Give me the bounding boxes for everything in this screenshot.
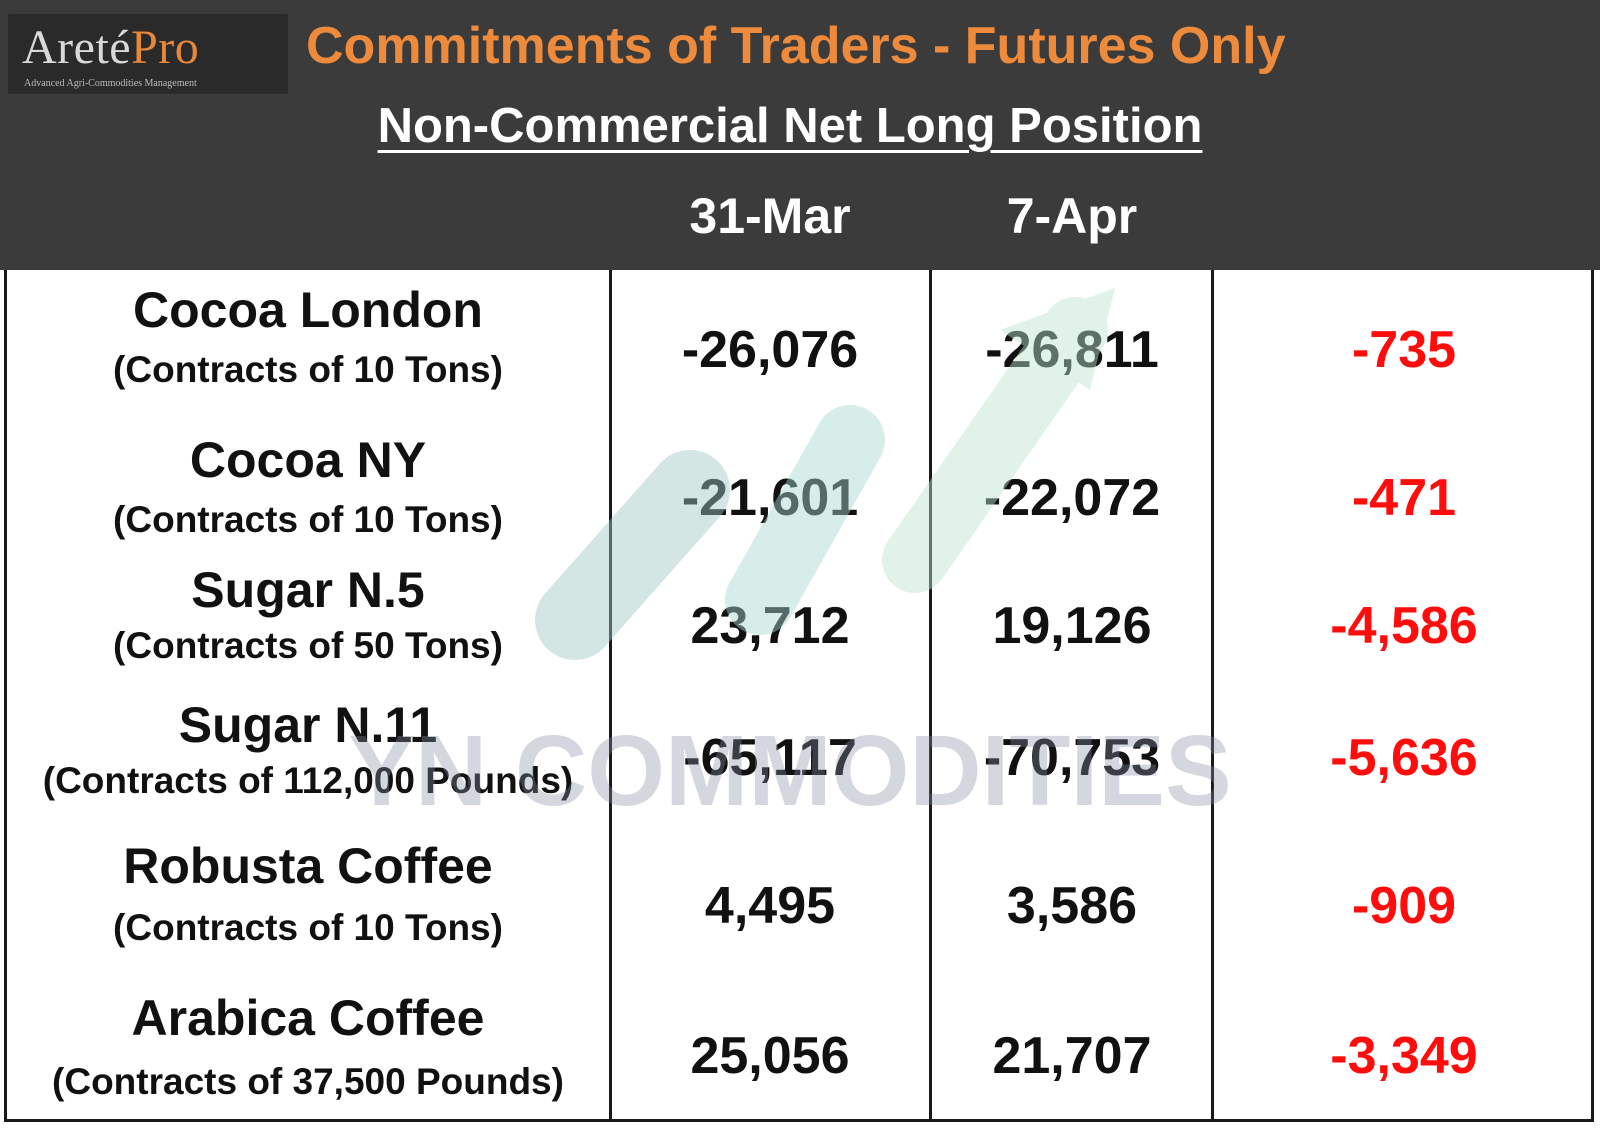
net-position-7-apr: 19,126	[992, 597, 1152, 655]
contract-unit: (Contracts of 10 Tons)	[113, 499, 503, 540]
column-header-date2: 7-Apr	[1006, 188, 1138, 244]
contract-unit: (Contracts of 10 Tons)	[113, 349, 503, 390]
net-position-31-mar: 23,712	[690, 597, 850, 655]
logo-tagline: Advanced Agri-Commodities Management	[24, 78, 197, 89]
logo-wordmark: AretéPro	[22, 24, 199, 72]
weekly-change: -3,349	[1330, 1027, 1478, 1085]
weekly-change: -4,586	[1330, 597, 1478, 655]
commodity-cell: Sugar N.11 (Contracts of 112,000 Pounds)	[8, 697, 608, 803]
weekly-change: -5,636	[1330, 729, 1478, 787]
weekly-change: -735	[1351, 321, 1457, 379]
commodity-cell: Arabica Coffee (Contracts of 37,500 Poun…	[8, 990, 608, 1104]
column-header-date1: 31-Mar	[689, 188, 851, 244]
report-subtitle: Non-Commercial Net Long Position	[0, 96, 1600, 156]
logo-word: Areté	[22, 21, 132, 74]
logo-pro: Pro	[131, 21, 200, 74]
commodity-name: Arabica Coffee	[131, 990, 485, 1046]
commodity-cell: Robusta Coffee (Contracts of 10 Tons)	[8, 838, 608, 950]
commodity-name: Sugar N.5	[191, 562, 425, 618]
contract-unit: (Contracts of 37,500 Pounds)	[52, 1061, 564, 1102]
report-title: Commitments of Traders - Futures Only	[306, 17, 1286, 75]
net-position-7-apr: -70,753	[983, 729, 1161, 787]
aretepro-logo: AretéPro Advanced Agri-Commodities Manag…	[8, 14, 288, 94]
net-position-7-apr: 21,707	[992, 1027, 1152, 1085]
contract-unit: (Contracts of 10 Tons)	[113, 907, 503, 948]
report-header: AretéPro Advanced Agri-Commodities Manag…	[0, 0, 1600, 270]
net-position-7-apr: -22,072	[983, 469, 1161, 527]
commodity-cell: Sugar N.5 (Contracts of 50 Tons)	[8, 562, 608, 668]
net-position-31-mar: 25,056	[690, 1027, 850, 1085]
commodity-cell: Cocoa NY (Contracts of 10 Tons)	[8, 432, 608, 542]
net-position-31-mar: -65,117	[683, 729, 857, 787]
commodity-name: Cocoa London	[133, 282, 483, 338]
net-position-7-apr: -26,811	[985, 321, 1159, 379]
column-divider	[609, 270, 612, 1122]
column-divider	[1211, 270, 1214, 1122]
weekly-change: -909	[1351, 877, 1457, 935]
net-position-31-mar: -21,601	[681, 469, 859, 527]
contract-unit: (Contracts of 112,000 Pounds)	[42, 760, 574, 801]
commodity-name: Sugar N.11	[178, 697, 438, 753]
contract-unit: (Contracts of 50 Tons)	[113, 625, 503, 666]
net-position-31-mar: 4,495	[704, 877, 836, 935]
commodity-name: Robusta Coffee	[123, 838, 493, 894]
net-position-31-mar: -26,076	[681, 321, 859, 379]
commodity-cell: Cocoa London (Contracts of 10 Tons)	[8, 282, 608, 392]
commodity-name: Cocoa NY	[189, 432, 427, 488]
data-table	[4, 270, 1594, 1122]
net-position-7-apr: 3,586	[1006, 877, 1138, 935]
weekly-change: -471	[1351, 469, 1457, 527]
report-subtitle-text: Non-Commercial Net Long Position	[377, 99, 1203, 153]
column-divider	[929, 270, 932, 1122]
